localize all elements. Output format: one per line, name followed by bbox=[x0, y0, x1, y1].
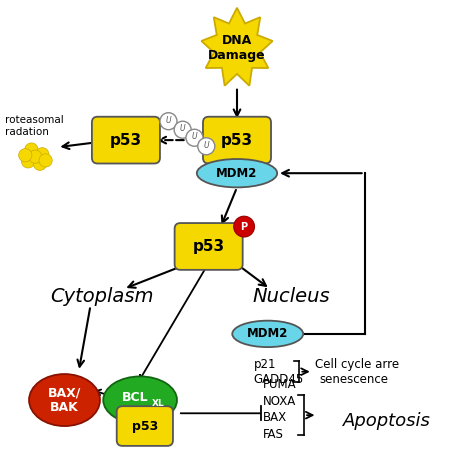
Ellipse shape bbox=[29, 374, 100, 426]
Text: Apoptosis: Apoptosis bbox=[343, 412, 431, 430]
Circle shape bbox=[28, 150, 42, 163]
Circle shape bbox=[18, 149, 32, 162]
Text: p53: p53 bbox=[132, 419, 158, 433]
FancyBboxPatch shape bbox=[203, 117, 271, 164]
Text: p53: p53 bbox=[192, 239, 225, 254]
Ellipse shape bbox=[232, 320, 303, 347]
Text: MDM2: MDM2 bbox=[247, 328, 288, 340]
Circle shape bbox=[198, 138, 215, 155]
Text: p53: p53 bbox=[221, 133, 253, 147]
Text: U: U bbox=[180, 124, 185, 133]
Circle shape bbox=[234, 216, 255, 237]
Text: Cell cycle arre: Cell cycle arre bbox=[315, 357, 399, 371]
Text: U: U bbox=[165, 116, 171, 125]
Circle shape bbox=[39, 154, 52, 167]
Circle shape bbox=[160, 113, 177, 130]
Text: PUMA
NOXA
BAX
FAS: PUMA NOXA BAX FAS bbox=[263, 378, 297, 441]
FancyBboxPatch shape bbox=[174, 223, 243, 270]
Text: BAX/
BAK: BAX/ BAK bbox=[48, 386, 81, 414]
Text: roteasomal
radation: roteasomal radation bbox=[5, 115, 64, 137]
Ellipse shape bbox=[103, 376, 177, 424]
Text: Cytoplasm: Cytoplasm bbox=[51, 287, 154, 306]
Circle shape bbox=[186, 129, 203, 146]
Text: U: U bbox=[191, 132, 197, 141]
Text: Nucleus: Nucleus bbox=[253, 287, 330, 306]
Text: MDM2: MDM2 bbox=[216, 167, 258, 180]
Circle shape bbox=[21, 155, 35, 168]
Text: P: P bbox=[240, 222, 247, 232]
FancyBboxPatch shape bbox=[117, 406, 173, 446]
Circle shape bbox=[25, 143, 38, 156]
Text: senescence: senescence bbox=[319, 373, 389, 386]
Text: p21
GADD45: p21 GADD45 bbox=[254, 358, 304, 386]
Circle shape bbox=[174, 121, 191, 138]
Circle shape bbox=[36, 148, 49, 161]
Text: BCL: BCL bbox=[122, 391, 149, 404]
Ellipse shape bbox=[197, 159, 277, 187]
Text: XL: XL bbox=[152, 399, 164, 408]
Circle shape bbox=[33, 157, 46, 170]
Text: p53: p53 bbox=[110, 133, 142, 147]
FancyBboxPatch shape bbox=[92, 117, 160, 164]
Text: DNA
Damage: DNA Damage bbox=[208, 34, 266, 62]
Text: U: U bbox=[203, 141, 209, 150]
Polygon shape bbox=[201, 8, 273, 86]
